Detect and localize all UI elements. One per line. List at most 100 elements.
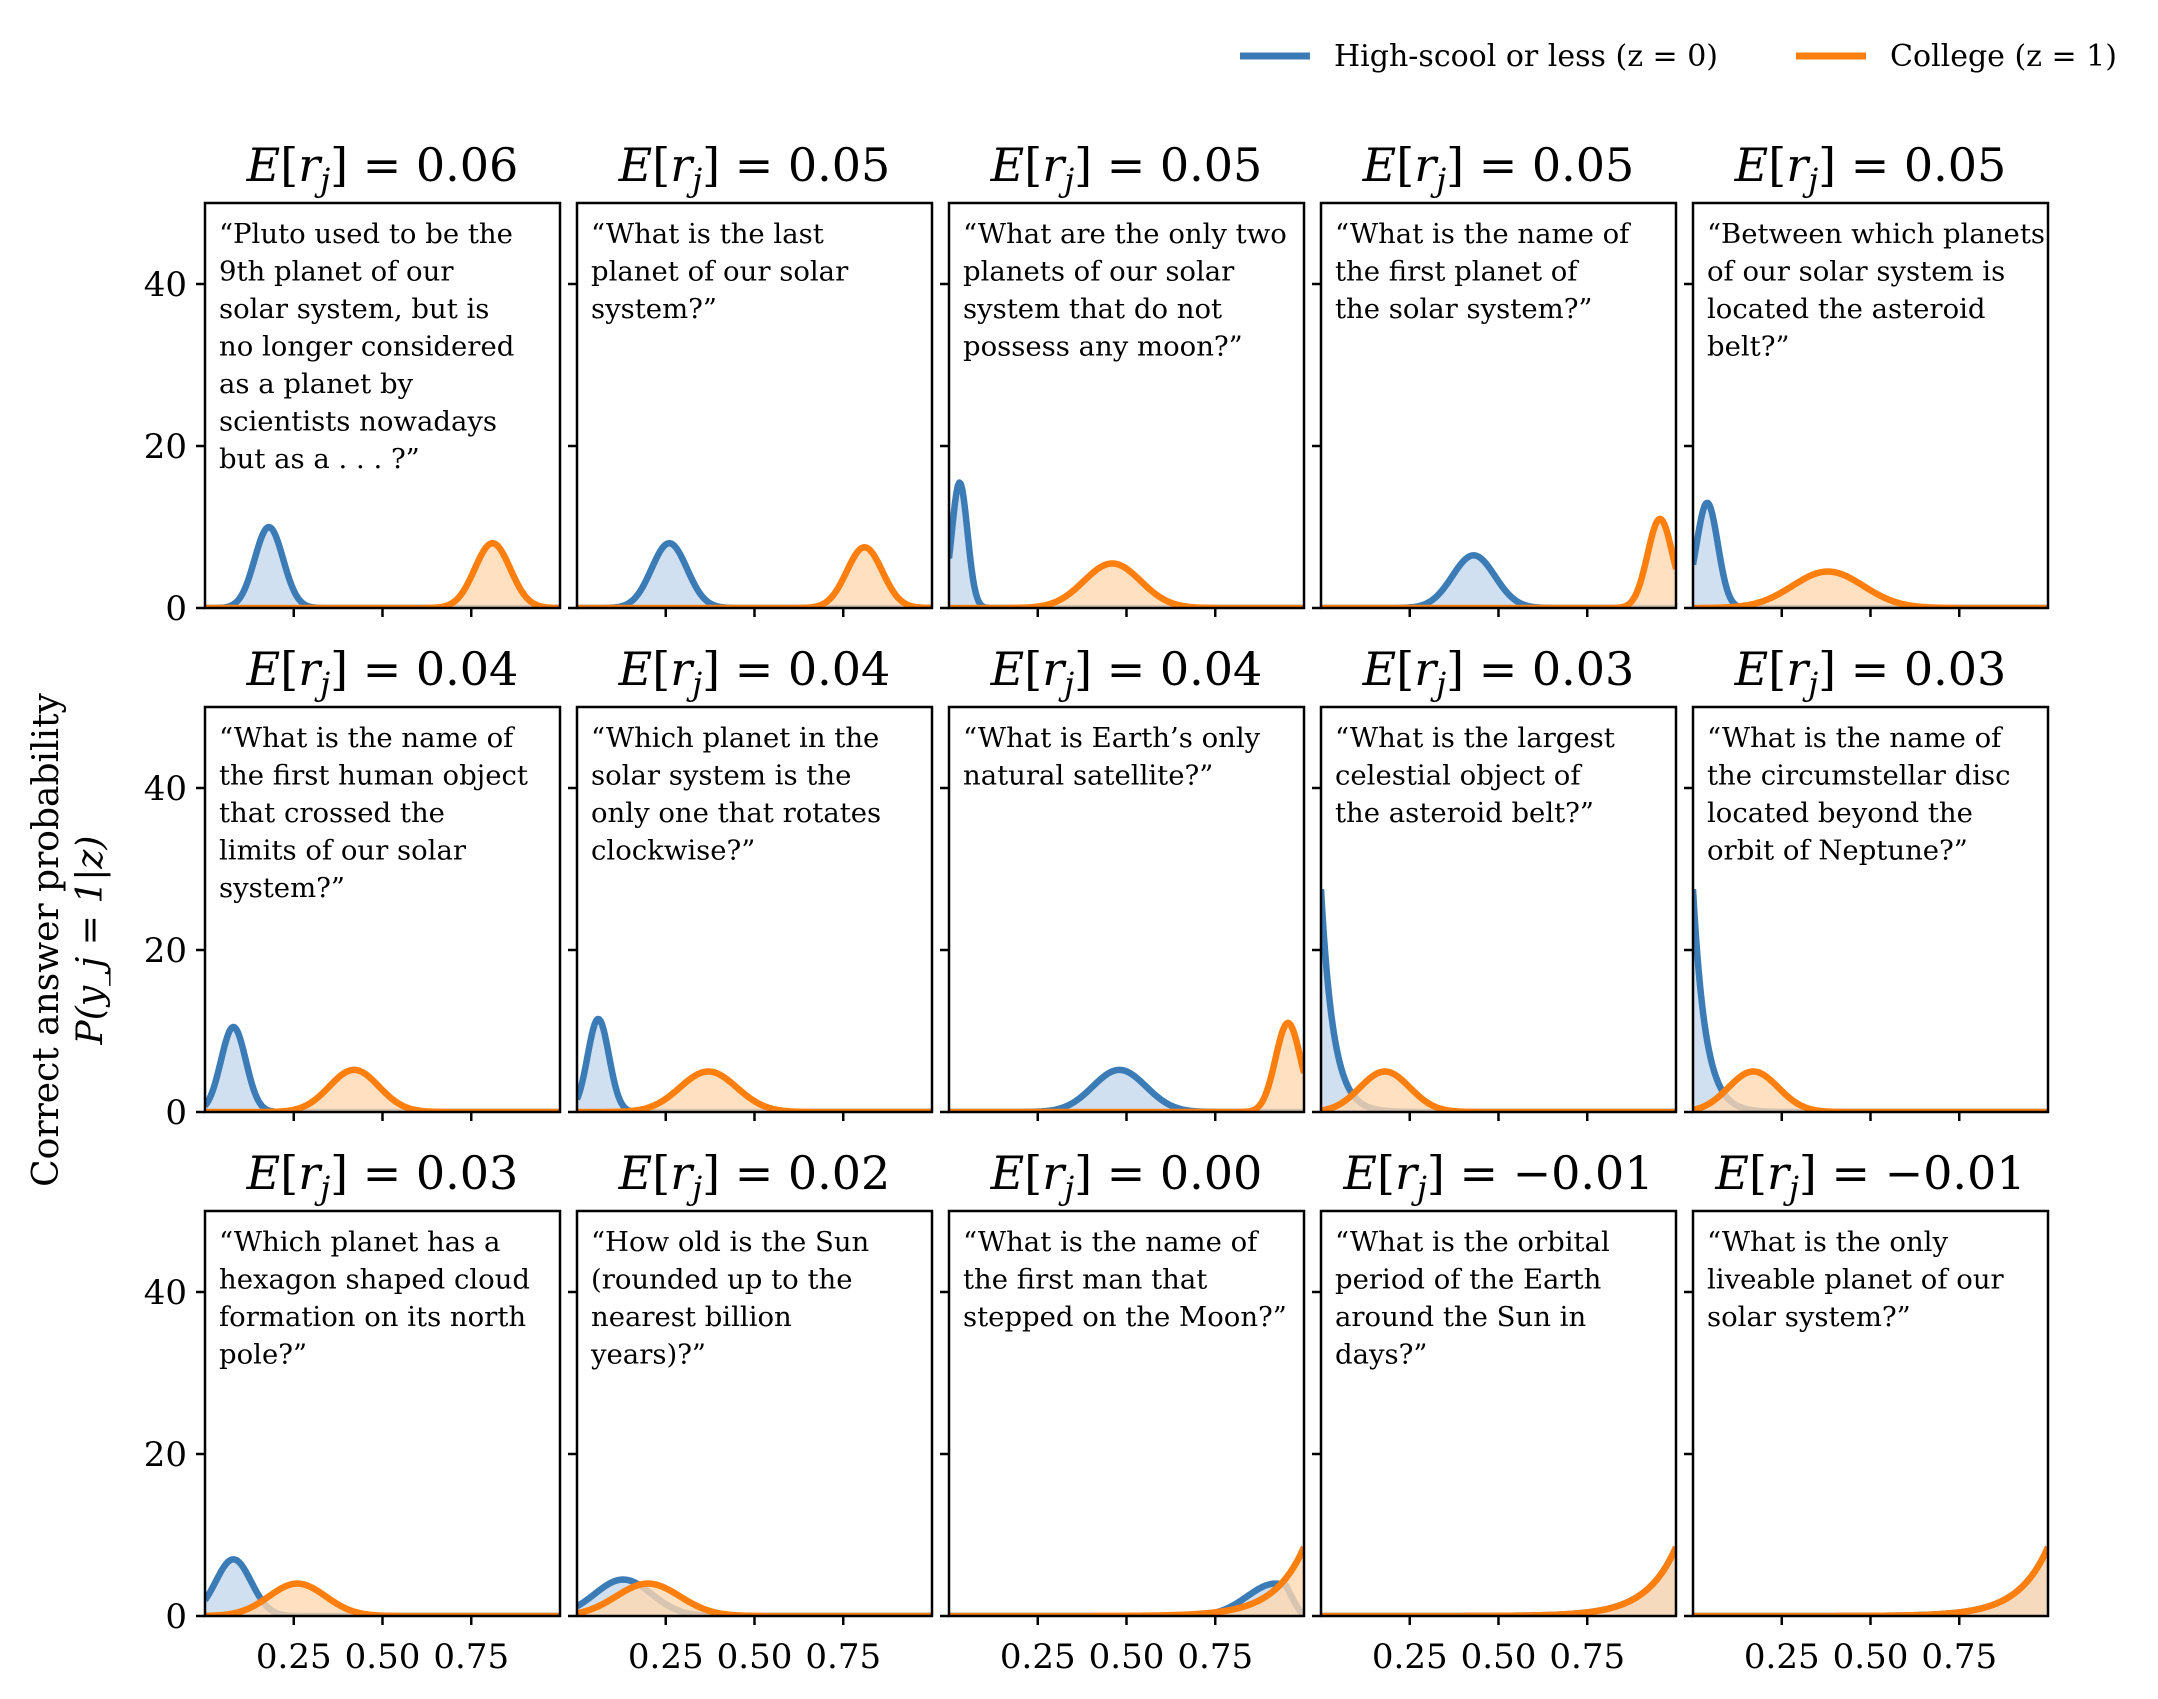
x-tick-label: 0.25	[1000, 1637, 1076, 1677]
panel-title: E[rj] = 0.03	[1362, 642, 1635, 703]
panel-11: E[rj] = 0.03 “Which planet has a hexagon s…	[144, 1146, 562, 1677]
density-fill-col	[1693, 1547, 2048, 1616]
density-line-col	[577, 1068, 932, 1112]
plot-area	[1321, 515, 1676, 608]
plot-area	[205, 523, 560, 608]
question-text: “Pluto used to be the 9th planet of our so…	[219, 218, 514, 475]
density-fill-col	[205, 543, 560, 608]
density-fill-col	[1321, 518, 1676, 608]
density-line-hs	[949, 1580, 1304, 1616]
density-fill-col	[1693, 571, 2048, 608]
panel-title: E[rj] = 0.02	[618, 1146, 891, 1207]
panel-3: E[rj] = 0.05 “What are the only two planet…	[940, 138, 1306, 617]
density-line-col	[1321, 1068, 1676, 1112]
y-tick-label: 40	[144, 1273, 187, 1313]
x-tick-label: 0.75	[1921, 1637, 1997, 1677]
density-fill-col	[205, 1583, 560, 1616]
plot-area	[577, 1015, 932, 1112]
question-text: “What is the name of the circumstellar di…	[1707, 722, 2011, 867]
plot-area	[577, 1576, 932, 1616]
x-tick-label: 0.75	[433, 1637, 509, 1677]
panel-12: E[rj] = 0.02 “How old is the Sun (rounded …	[568, 1146, 934, 1677]
y-tick-label: 20	[144, 931, 187, 971]
panel-title: E[rj] = 0.05	[618, 138, 891, 199]
density-fill-col	[1321, 1071, 1676, 1112]
panel-10: E[rj] = 0.03 “What is the name of the circ…	[1684, 642, 2050, 1121]
x-tick-label: 0.75	[805, 1637, 881, 1677]
y-tick-label: 0	[165, 1597, 187, 1637]
question-text: “Between which planets of our solar syste…	[1707, 218, 2045, 363]
plot-area	[949, 479, 1304, 608]
question-text: “What is the name of the first human obje…	[219, 722, 528, 904]
question-text: “What is the largest celestial object of t…	[1335, 722, 1615, 829]
x-tick-label: 0.25	[628, 1637, 704, 1677]
panel-title: E[rj] = 0.06	[246, 138, 519, 199]
plot-area	[1693, 499, 2048, 608]
density-line-hs	[205, 1023, 560, 1112]
density-line-hs	[205, 523, 560, 608]
y-tick-label: 40	[144, 769, 187, 809]
density-fill-col	[577, 1071, 932, 1112]
density-fill-col	[949, 1547, 1304, 1616]
plot-area	[1693, 1545, 2048, 1616]
density-fill-col	[577, 547, 932, 608]
panel-5: E[rj] = 0.05 “Between which planets of our…	[1684, 138, 2050, 617]
plot-area	[577, 539, 932, 608]
plot-area	[205, 1556, 560, 1616]
panel-6: E[rj] = 0.04 “What is the name of the firs…	[144, 642, 562, 1133]
y-tick-label: 20	[144, 427, 187, 467]
density-fill-hs	[577, 543, 932, 608]
y-axis-label-line2: P(y_j = 1|z)	[70, 836, 111, 1046]
x-tick-label: 0.50	[345, 1637, 421, 1677]
x-tick-label: 0.50	[1833, 1637, 1909, 1677]
density-fill-col	[949, 1022, 1304, 1112]
y-tick-label: 40	[144, 265, 187, 305]
panel-title: E[rj] = 0.04	[990, 642, 1263, 703]
panel-13: E[rj] = 0.00 “What is the name of the firs…	[940, 1146, 1306, 1677]
panel-title: E[rj] = 0.03	[246, 1146, 519, 1207]
x-tick-label: 0.50	[717, 1637, 793, 1677]
density-line-col	[1693, 1068, 2048, 1112]
density-fill-hs	[949, 1069, 1304, 1112]
panel-7: E[rj] = 0.04 “Which planet in the solar sy…	[568, 642, 934, 1121]
question-text: “What is Earth’s only natural satellite?”	[963, 722, 1261, 792]
panel-2: E[rj] = 0.05 “What is the last planet of o…	[568, 138, 934, 617]
y-tick-label: 0	[165, 1093, 187, 1133]
panel-8: E[rj] = 0.04 “What is Earth’s only natural…	[940, 642, 1306, 1121]
legend-label-col: College (z = 1)	[1890, 39, 2117, 74]
y-tick-label: 0	[165, 589, 187, 629]
panel-title: E[rj] = 0.05	[1734, 138, 2007, 199]
density-line-hs	[577, 539, 932, 608]
panel-title: E[rj] = 0.03	[1734, 642, 2007, 703]
x-tick-label: 0.25	[1372, 1637, 1448, 1677]
question-text: “What are the only two planets of our sol…	[963, 218, 1287, 363]
question-text: “Which planet has a hexagon shaped cloud f…	[219, 1226, 530, 1371]
panel-4: E[rj] = 0.05 “What is the name of the firs…	[1312, 138, 1678, 617]
panel-title: E[rj] = −0.01	[1342, 1146, 1653, 1207]
panel-title: E[rj] = −0.01	[1714, 1146, 2025, 1207]
question-text: “What is the orbital period of the Earth a…	[1335, 1226, 1610, 1371]
plot-area	[1321, 1545, 1676, 1616]
panel-15: E[rj] = −0.01 “What is the only liveable p…	[1684, 1146, 2050, 1677]
density-fill-col	[1693, 1071, 2048, 1112]
question-text: “What is the only liveable planet of our s…	[1707, 1226, 2005, 1333]
density-fill-hs	[577, 1018, 932, 1112]
plot-area	[949, 1019, 1304, 1112]
x-tick-label: 0.25	[256, 1637, 332, 1677]
panels: E[rj] = 0.06 “Pluto used to be the 9th pla…	[144, 138, 2050, 1677]
panel-title: E[rj] = 0.00	[990, 1146, 1263, 1207]
panel-1: E[rj] = 0.06 “Pluto used to be the 9th pla…	[144, 138, 562, 629]
x-tick-label: 0.50	[1089, 1637, 1165, 1677]
panel-title: E[rj] = 0.05	[1362, 138, 1635, 199]
plot-area	[205, 1023, 560, 1112]
y-axis-label-line1: Correct answer probability	[26, 692, 67, 1186]
panel-title: E[rj] = 0.04	[618, 642, 891, 703]
density-fill-col	[949, 563, 1304, 608]
x-tick-label: 0.75	[1549, 1637, 1625, 1677]
x-tick-label: 0.25	[1744, 1637, 1820, 1677]
density-line-col	[949, 1545, 1304, 1616]
question-text: “What is the last planet of our solar syst…	[591, 218, 849, 325]
density-line-col	[1693, 1545, 2048, 1616]
density-fill-col	[1321, 1547, 1676, 1616]
